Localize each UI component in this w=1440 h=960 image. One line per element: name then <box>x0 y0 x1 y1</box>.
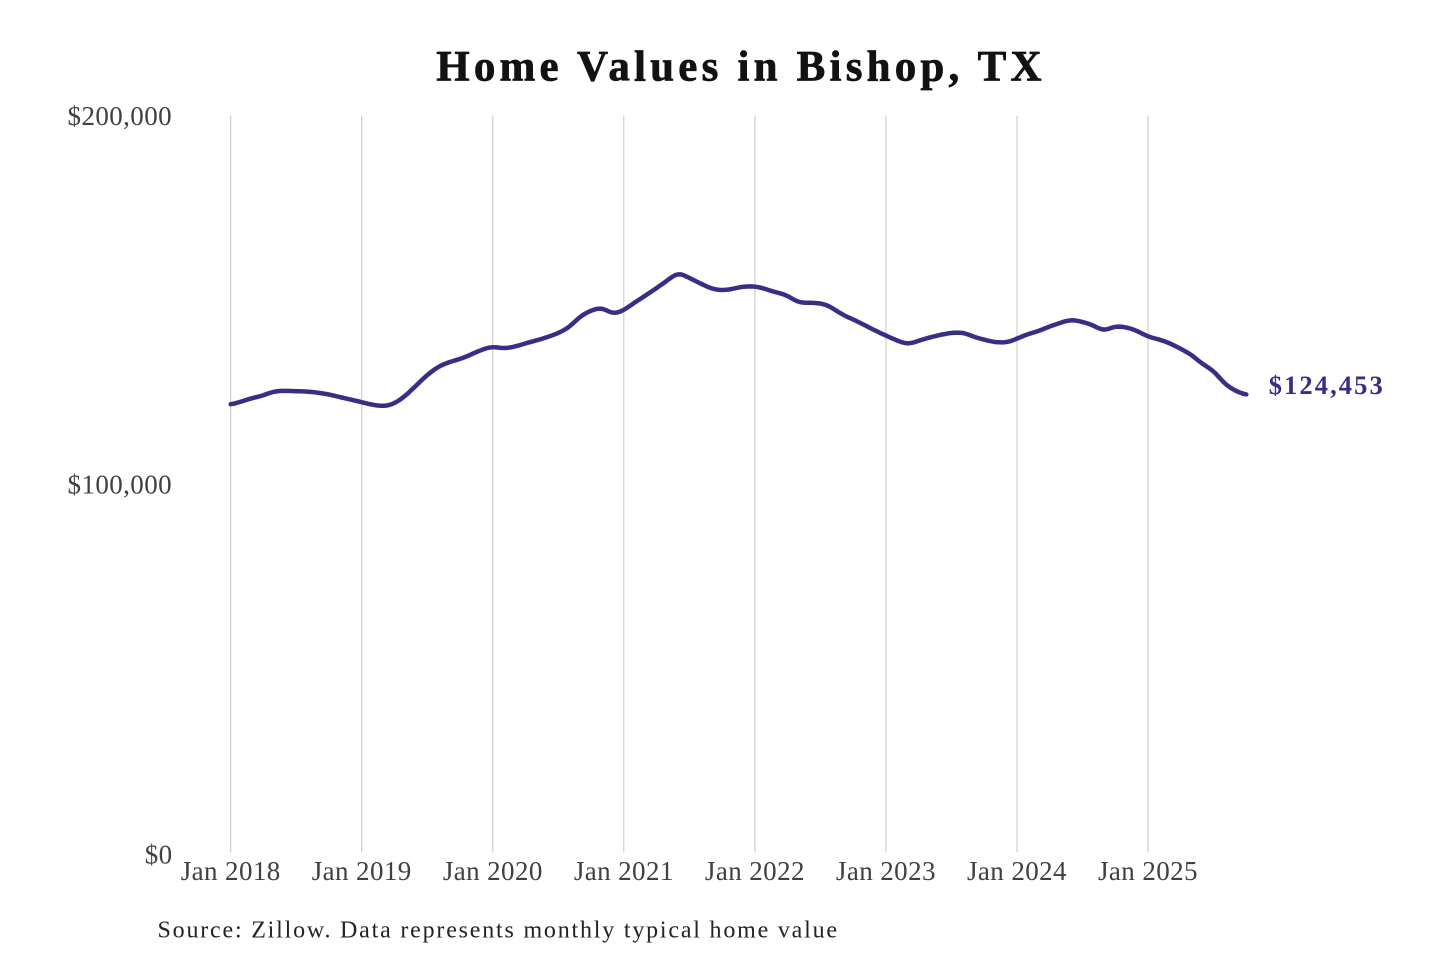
svg-text:Jan 2023: Jan 2023 <box>836 856 936 886</box>
svg-text:Jan 2020: Jan 2020 <box>443 856 543 886</box>
svg-text:Jan 2021: Jan 2021 <box>574 856 674 886</box>
svg-text:Jan 2024: Jan 2024 <box>967 856 1067 886</box>
svg-text:Jan 2018: Jan 2018 <box>181 856 281 886</box>
svg-text:Jan 2025: Jan 2025 <box>1098 856 1198 886</box>
svg-text:Jan 2019: Jan 2019 <box>312 856 412 886</box>
svg-text:$200,000: $200,000 <box>68 101 172 131</box>
svg-text:Source: Zillow. Data represent: Source: Zillow. Data represents monthly … <box>158 918 839 944</box>
svg-text:$124,453: $124,453 <box>1269 370 1385 400</box>
svg-text:$0: $0 <box>145 840 173 870</box>
svg-text:Home Values in Bishop, TX: Home Values in Bishop, TX <box>436 44 1046 91</box>
svg-text:Jan 2022: Jan 2022 <box>705 856 805 886</box>
svg-text:$100,000: $100,000 <box>68 469 172 499</box>
